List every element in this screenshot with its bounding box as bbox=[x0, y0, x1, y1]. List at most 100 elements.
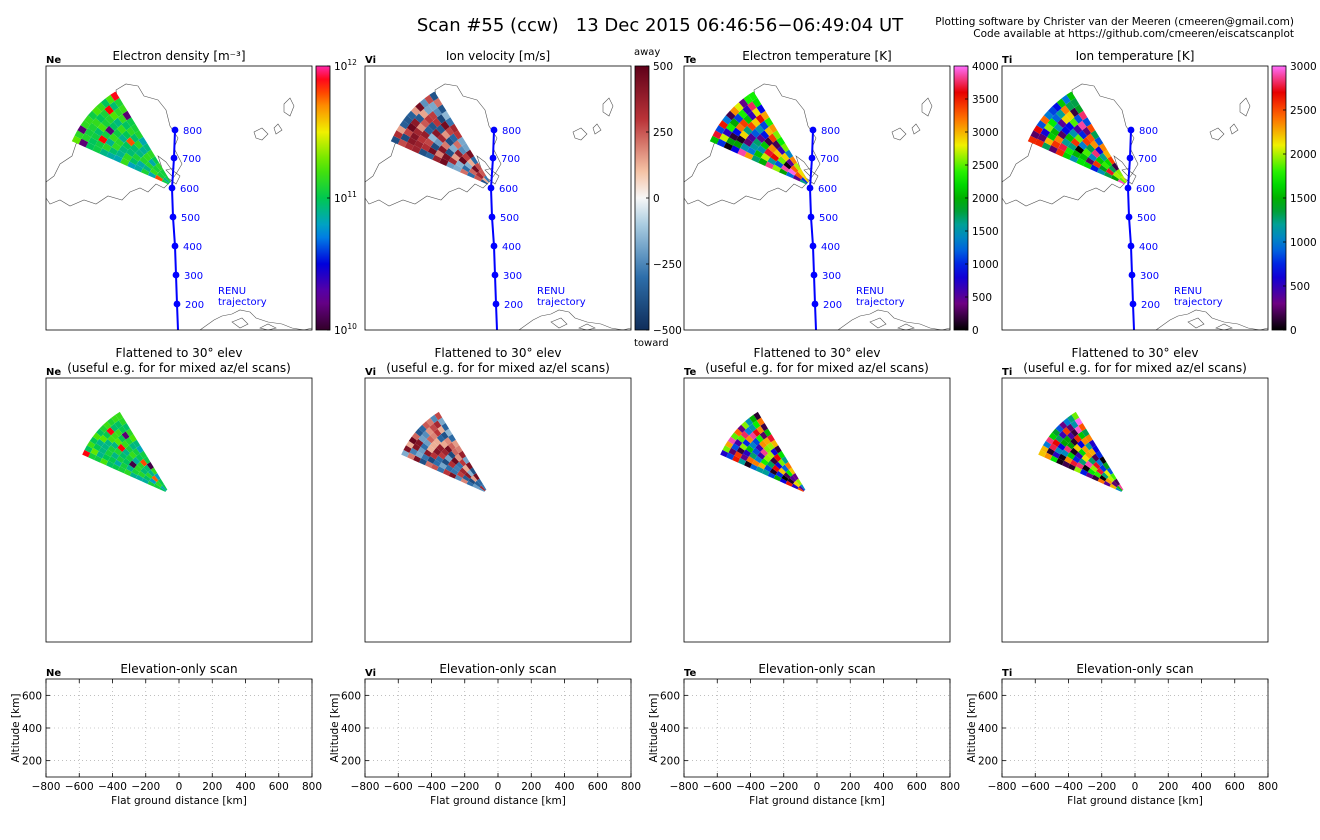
scan-cell bbox=[737, 424, 746, 433]
coastline bbox=[921, 97, 933, 117]
scan-cell bbox=[790, 165, 799, 173]
colorbar-tick-label: 2000 bbox=[1290, 149, 1317, 161]
trajectory-altitude-label: 300 bbox=[1140, 271, 1159, 282]
scan-cell bbox=[1064, 456, 1073, 464]
scan-cell bbox=[797, 487, 804, 492]
scan-cell bbox=[433, 428, 442, 437]
trajectory-point bbox=[173, 300, 181, 308]
scan-cell bbox=[126, 137, 136, 147]
scan-cell bbox=[755, 114, 765, 124]
scan-cell bbox=[440, 120, 450, 131]
scan-cell bbox=[96, 102, 106, 112]
scan-cell bbox=[757, 451, 766, 460]
scan-cell bbox=[737, 434, 746, 443]
scan-cell bbox=[449, 133, 458, 143]
scan-cell bbox=[92, 145, 102, 154]
panel-tag: Ne bbox=[46, 55, 61, 66]
scan-cell bbox=[438, 451, 447, 460]
scan-cell bbox=[1069, 107, 1079, 117]
scan-cell bbox=[1074, 104, 1084, 114]
scan-cell bbox=[1044, 452, 1053, 460]
y-axis-label: Altitude [km] bbox=[10, 694, 22, 763]
scan-cell bbox=[118, 134, 128, 143]
scan-cell bbox=[1085, 143, 1095, 153]
scan-cell bbox=[758, 157, 768, 166]
scan-cell bbox=[1111, 480, 1119, 488]
scan-cell bbox=[1104, 158, 1113, 167]
scan-cell bbox=[755, 443, 764, 452]
y-tick-label: 600 bbox=[660, 690, 680, 702]
scan-cell bbox=[1046, 447, 1055, 456]
scan-cell bbox=[444, 445, 453, 454]
scan-cell bbox=[1076, 157, 1086, 166]
scan-cell bbox=[464, 472, 472, 479]
scan-cell bbox=[1107, 475, 1115, 482]
scan-cell bbox=[1034, 138, 1045, 148]
flattened-title-line2: (useful e.g. for for mixed az/el scans) bbox=[386, 361, 610, 375]
scan-cell bbox=[748, 441, 757, 450]
trajectory-altitude-label: 800 bbox=[502, 126, 521, 137]
scan-cell bbox=[1084, 460, 1093, 469]
scan-cell bbox=[113, 154, 123, 163]
trajectory-line bbox=[170, 129, 179, 330]
scan-cell bbox=[409, 447, 418, 456]
scan-cell bbox=[415, 428, 424, 437]
scan-cell bbox=[774, 445, 782, 454]
scan-cell bbox=[117, 466, 126, 474]
scan-cell bbox=[732, 127, 742, 137]
trajectory-altitude-label: 800 bbox=[183, 126, 202, 137]
scan-cell bbox=[1110, 473, 1117, 481]
scan-cell bbox=[129, 442, 137, 451]
scan-cell bbox=[1094, 136, 1104, 146]
x-tick-label: 0 bbox=[495, 781, 502, 793]
scan-cell bbox=[1112, 171, 1121, 180]
scan-cell bbox=[1076, 462, 1084, 470]
scan-cell bbox=[482, 177, 489, 184]
scan-cell bbox=[114, 437, 123, 446]
scan-cell bbox=[1043, 440, 1052, 449]
coastline bbox=[1215, 323, 1233, 330]
trajectory-point bbox=[1127, 242, 1135, 250]
scan-cell bbox=[1095, 156, 1105, 165]
coastline bbox=[1155, 309, 1268, 330]
scan-cell bbox=[441, 110, 451, 121]
scan-cell bbox=[133, 140, 143, 150]
scan-cell bbox=[444, 428, 453, 437]
scan-cell bbox=[426, 435, 435, 444]
scan-cell bbox=[777, 146, 786, 155]
scan-cell bbox=[1077, 431, 1086, 440]
y-tick-label: 400 bbox=[660, 723, 680, 735]
scan-cell bbox=[448, 157, 458, 166]
scan-cell bbox=[747, 101, 757, 111]
scan-cell bbox=[411, 432, 421, 441]
scan-cell bbox=[424, 94, 434, 105]
scan-cell bbox=[143, 474, 151, 482]
scan-cell bbox=[92, 106, 102, 116]
x-tick-label: 600 bbox=[907, 781, 927, 793]
scan-cell bbox=[147, 171, 157, 179]
trajectory-point bbox=[490, 242, 498, 250]
trajectory-point bbox=[1124, 184, 1132, 192]
scan-cell bbox=[1088, 439, 1097, 448]
scan-cell bbox=[424, 114, 434, 125]
scan-cell bbox=[1067, 451, 1076, 460]
scan-cell bbox=[109, 111, 119, 121]
map-frame bbox=[45, 65, 313, 331]
scan-cell bbox=[153, 483, 161, 490]
trajectory-point bbox=[168, 184, 176, 192]
scan-cell bbox=[425, 427, 434, 436]
scan-cell bbox=[779, 478, 787, 484]
coastline bbox=[869, 317, 887, 329]
coastline bbox=[1239, 97, 1251, 117]
scan-cell bbox=[1058, 142, 1068, 152]
scan-cell bbox=[1040, 445, 1049, 453]
scan-cell bbox=[739, 130, 749, 140]
scan-cell bbox=[1102, 149, 1112, 159]
scan-cell bbox=[137, 470, 146, 478]
scan-cell bbox=[145, 472, 153, 479]
scan-cell bbox=[1040, 127, 1051, 138]
scan-cell bbox=[1036, 120, 1047, 130]
x-tick-label: 0 bbox=[1132, 781, 1139, 793]
scan-cell bbox=[1055, 109, 1066, 119]
